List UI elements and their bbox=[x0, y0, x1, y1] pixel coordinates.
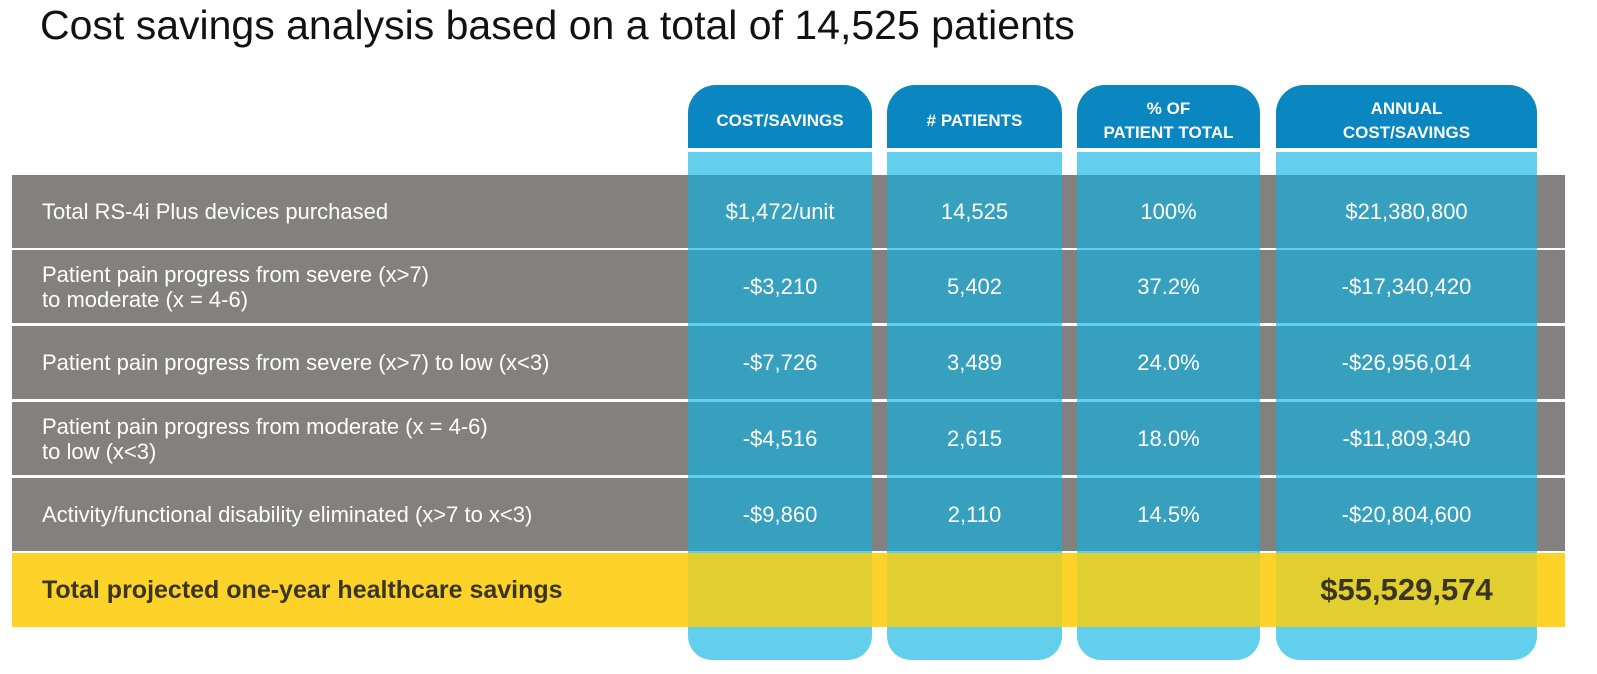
table-cell: 18.0% bbox=[1077, 402, 1260, 475]
table-cell: 14.5% bbox=[1077, 478, 1260, 551]
table-cell: 5,402 bbox=[887, 250, 1062, 323]
table-cell: 2,110 bbox=[887, 478, 1062, 551]
table-cell: 37.2% bbox=[1077, 250, 1260, 323]
table-cell: -$7,726 bbox=[688, 326, 872, 399]
table-cell: $21,380,800 bbox=[1276, 175, 1537, 248]
row-label: Patient pain progress from severe (x>7) … bbox=[42, 350, 550, 375]
row-label: Total RS-4i Plus devices purchased bbox=[42, 199, 389, 224]
table-row: Total RS-4i Plus devices purchased $1,472… bbox=[12, 175, 1565, 248]
row-label: Patient pain progress from severe (x>7) t… bbox=[42, 261, 430, 312]
page-title: Cost savings analysis based on a total o… bbox=[40, 2, 1075, 48]
table-row: Patient pain progress from severe (x>7) … bbox=[12, 326, 1565, 399]
table-cell: 3,489 bbox=[887, 326, 1062, 399]
table-row: Patient pain progress from moderate (x =… bbox=[12, 402, 1565, 475]
table-cell: -$9,860 bbox=[688, 478, 872, 551]
table-cell: -$3,210 bbox=[688, 250, 872, 323]
table-cell: -$20,804,600 bbox=[1276, 478, 1537, 551]
total-cell bbox=[1077, 553, 1260, 627]
table-cell: 100% bbox=[1077, 175, 1260, 248]
total-label: Total projected one-year healthcare savi… bbox=[42, 575, 563, 604]
total-cell bbox=[887, 553, 1062, 627]
table-cell: $1,472/unit bbox=[688, 175, 872, 248]
table-cell: -$26,956,014 bbox=[1276, 326, 1537, 399]
column-header: % OF PATIENT TOTAL bbox=[1077, 85, 1260, 148]
total-row: Total projected one-year healthcare savi… bbox=[12, 553, 1565, 627]
total-cell bbox=[688, 553, 872, 627]
table-cell: 2,615 bbox=[887, 402, 1062, 475]
row-label: Patient pain progress from moderate (x =… bbox=[42, 413, 488, 464]
column-header: COST/SAVINGS bbox=[688, 85, 872, 148]
column-header: # PATIENTS bbox=[887, 85, 1062, 148]
table-cell: -$11,809,340 bbox=[1276, 402, 1537, 475]
column-header: ANNUAL COST/SAVINGS bbox=[1276, 85, 1537, 148]
table-cell: -$17,340,420 bbox=[1276, 250, 1537, 323]
table-cell: 24.0% bbox=[1077, 326, 1260, 399]
table-row: Patient pain progress from severe (x>7) t… bbox=[12, 250, 1565, 323]
table-cell: 14,525 bbox=[887, 175, 1062, 248]
row-label: Activity/functional disability eliminate… bbox=[42, 502, 533, 527]
table-row: Activity/functional disability eliminate… bbox=[12, 478, 1565, 551]
table-cell: -$4,516 bbox=[688, 402, 872, 475]
total-value: $55,529,574 bbox=[1276, 553, 1537, 627]
